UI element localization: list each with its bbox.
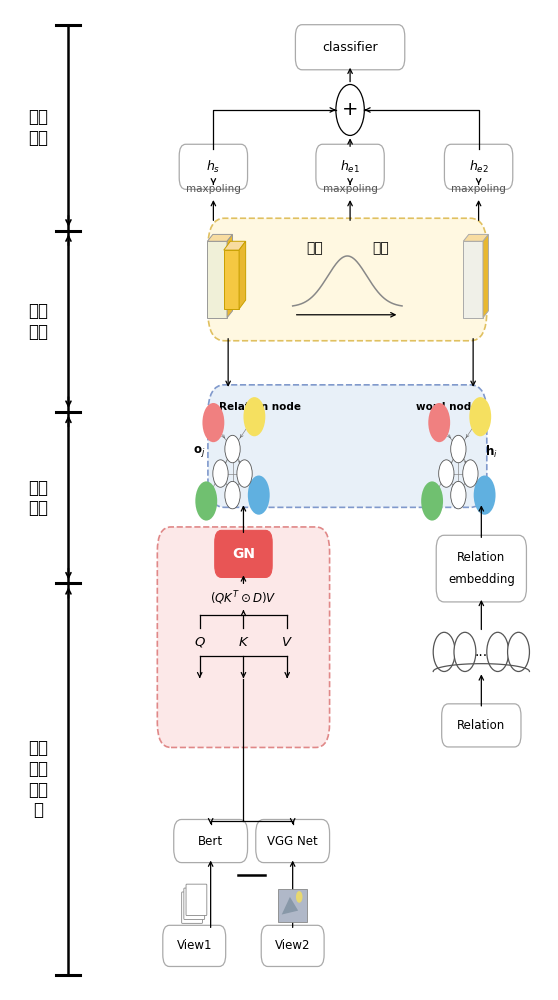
Circle shape (225, 435, 240, 463)
Circle shape (469, 397, 491, 436)
Text: $(QK^T \odot D)V$: $(QK^T \odot D)V$ (210, 589, 277, 607)
FancyBboxPatch shape (157, 527, 330, 747)
Circle shape (487, 632, 509, 672)
FancyBboxPatch shape (215, 530, 272, 577)
Circle shape (474, 476, 496, 515)
Circle shape (451, 435, 466, 463)
Polygon shape (463, 241, 483, 318)
Text: Bert: Bert (198, 835, 223, 848)
Text: 信息
压缩: 信息 压缩 (28, 302, 49, 341)
Circle shape (433, 632, 455, 672)
Circle shape (429, 403, 450, 442)
Polygon shape (208, 234, 233, 241)
FancyBboxPatch shape (186, 884, 207, 916)
Text: maxpoling: maxpoling (323, 184, 378, 194)
FancyBboxPatch shape (436, 535, 526, 602)
Text: maxpoling: maxpoling (186, 184, 241, 194)
Text: 关系
分类: 关系 分类 (28, 108, 49, 147)
Text: $\mathbf{o}_j$: $\mathbf{o}_j$ (194, 444, 206, 459)
Text: $\mathbf{h}_i$: $\mathbf{h}_i$ (485, 444, 498, 460)
Text: word node: word node (416, 402, 479, 412)
Text: embedding: embedding (448, 573, 515, 586)
Text: View1: View1 (176, 939, 212, 952)
Polygon shape (224, 241, 246, 250)
Circle shape (336, 84, 364, 135)
Circle shape (248, 476, 270, 515)
FancyBboxPatch shape (208, 218, 487, 341)
Circle shape (454, 632, 476, 672)
Text: $h_s$: $h_s$ (206, 159, 220, 175)
Text: VGG Net: VGG Net (267, 835, 318, 848)
Text: 压缩: 压缩 (306, 241, 323, 255)
Text: Relation: Relation (457, 719, 506, 732)
Polygon shape (483, 234, 488, 318)
FancyBboxPatch shape (184, 888, 205, 919)
Text: $h_{e2}$: $h_{e2}$ (469, 159, 489, 175)
FancyBboxPatch shape (316, 144, 384, 189)
FancyBboxPatch shape (174, 819, 248, 863)
Text: $K$: $K$ (238, 636, 249, 649)
Circle shape (421, 481, 443, 521)
Circle shape (213, 460, 228, 487)
FancyBboxPatch shape (442, 704, 521, 747)
Circle shape (439, 460, 454, 487)
FancyBboxPatch shape (256, 819, 330, 863)
Text: +: + (342, 100, 358, 119)
FancyBboxPatch shape (261, 925, 324, 966)
Text: Relation node: Relation node (219, 402, 301, 412)
Text: Relation: Relation (457, 551, 506, 564)
Text: ...: ... (475, 645, 488, 659)
FancyBboxPatch shape (182, 892, 203, 923)
Text: $h_{e1}$: $h_{e1}$ (340, 159, 360, 175)
Text: $Q$: $Q$ (194, 635, 206, 649)
Circle shape (451, 481, 466, 509)
Polygon shape (282, 897, 298, 915)
Text: 异构
图层: 异构 图层 (28, 479, 49, 517)
Circle shape (203, 403, 224, 442)
Text: 多视
角语
义融
合: 多视 角语 义融 合 (28, 739, 49, 820)
Circle shape (243, 397, 265, 436)
Polygon shape (224, 250, 239, 309)
FancyBboxPatch shape (179, 144, 248, 189)
Text: classifier: classifier (323, 41, 378, 54)
FancyBboxPatch shape (444, 144, 513, 189)
Circle shape (237, 460, 252, 487)
Text: GN: GN (232, 547, 255, 561)
Text: maxpoling: maxpoling (451, 184, 506, 194)
Text: $V$: $V$ (281, 636, 293, 649)
Circle shape (463, 460, 478, 487)
Text: 还原: 还原 (372, 241, 388, 255)
Text: View2: View2 (275, 939, 310, 952)
FancyBboxPatch shape (163, 925, 225, 966)
Circle shape (296, 891, 302, 903)
Polygon shape (208, 241, 227, 318)
FancyBboxPatch shape (208, 385, 487, 507)
FancyBboxPatch shape (295, 25, 405, 70)
Polygon shape (227, 234, 233, 318)
Polygon shape (463, 234, 488, 241)
Circle shape (508, 632, 530, 672)
Polygon shape (239, 241, 246, 309)
Circle shape (225, 481, 240, 509)
Circle shape (195, 481, 217, 521)
FancyBboxPatch shape (278, 889, 307, 922)
